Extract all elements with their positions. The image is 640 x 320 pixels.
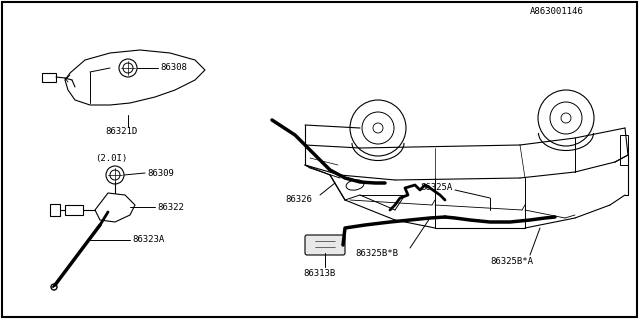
Text: A863001146: A863001146 bbox=[530, 7, 584, 17]
FancyBboxPatch shape bbox=[620, 135, 628, 165]
Circle shape bbox=[373, 123, 383, 133]
Circle shape bbox=[538, 90, 594, 146]
Polygon shape bbox=[95, 193, 135, 222]
Circle shape bbox=[550, 102, 582, 134]
Circle shape bbox=[110, 170, 120, 180]
Text: 86325B*B: 86325B*B bbox=[355, 250, 398, 259]
FancyBboxPatch shape bbox=[65, 205, 83, 215]
FancyBboxPatch shape bbox=[42, 73, 56, 82]
Circle shape bbox=[51, 284, 57, 290]
Circle shape bbox=[105, 203, 115, 213]
Text: 86325B*A: 86325B*A bbox=[490, 258, 533, 267]
Text: 86321D: 86321D bbox=[105, 127, 137, 137]
Text: 86313B: 86313B bbox=[303, 268, 335, 277]
FancyBboxPatch shape bbox=[305, 235, 345, 255]
Text: 86325A: 86325A bbox=[420, 183, 452, 193]
Circle shape bbox=[362, 112, 394, 144]
Text: 86323A: 86323A bbox=[132, 236, 164, 244]
Circle shape bbox=[350, 100, 406, 156]
Circle shape bbox=[123, 63, 133, 73]
Polygon shape bbox=[65, 50, 205, 105]
Text: 86309: 86309 bbox=[147, 169, 174, 178]
FancyBboxPatch shape bbox=[50, 204, 60, 216]
Text: 86308: 86308 bbox=[160, 63, 187, 73]
Circle shape bbox=[119, 59, 137, 77]
Text: 86326: 86326 bbox=[285, 196, 312, 204]
Text: (2.0I): (2.0I) bbox=[95, 154, 127, 163]
Ellipse shape bbox=[346, 180, 364, 190]
Text: 86322: 86322 bbox=[157, 203, 184, 212]
Circle shape bbox=[106, 166, 124, 184]
Circle shape bbox=[561, 113, 571, 123]
